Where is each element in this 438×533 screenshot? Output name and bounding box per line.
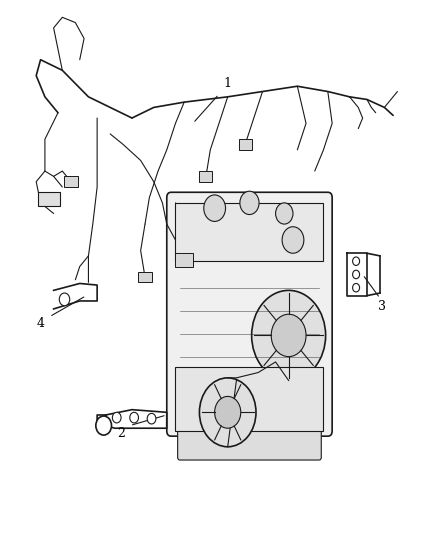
Circle shape	[59, 293, 70, 306]
Circle shape	[113, 413, 121, 423]
FancyBboxPatch shape	[167, 192, 332, 436]
Bar	[39, 192, 60, 206]
Circle shape	[199, 378, 256, 447]
Circle shape	[215, 397, 241, 428]
Bar	[138, 272, 152, 282]
Text: 3: 3	[378, 300, 386, 313]
Bar	[199, 171, 212, 182]
Bar	[176, 253, 193, 266]
Circle shape	[282, 227, 304, 253]
Circle shape	[353, 270, 360, 279]
Circle shape	[353, 257, 360, 265]
Circle shape	[353, 284, 360, 292]
Circle shape	[204, 195, 226, 221]
FancyBboxPatch shape	[178, 418, 321, 460]
Circle shape	[271, 314, 306, 357]
Text: 4: 4	[36, 317, 45, 330]
Bar	[64, 176, 78, 187]
Text: 1: 1	[224, 77, 232, 90]
Bar	[176, 203, 323, 261]
Text: 2: 2	[117, 427, 125, 440]
Circle shape	[130, 413, 138, 423]
Bar	[176, 367, 323, 431]
Circle shape	[96, 416, 112, 435]
Circle shape	[147, 414, 156, 424]
Bar	[239, 139, 252, 150]
Circle shape	[252, 290, 325, 381]
Circle shape	[240, 191, 259, 215]
Circle shape	[276, 203, 293, 224]
